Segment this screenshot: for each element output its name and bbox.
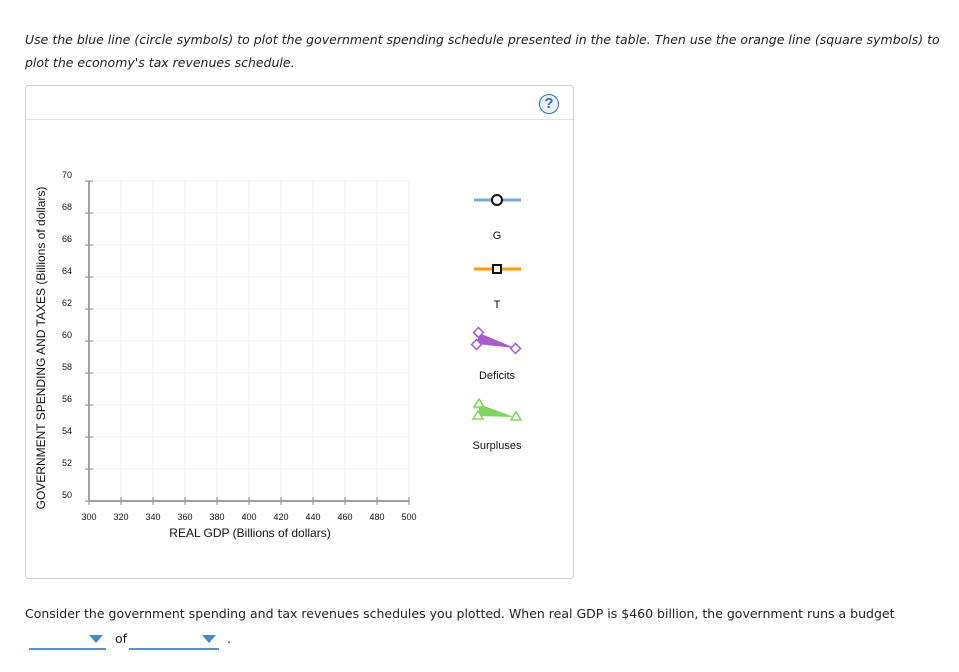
- question-text: Consider the government spending and tax…: [25, 606, 895, 621]
- diamond-marker-icon: [509, 342, 522, 355]
- panel-header: ?: [26, 86, 573, 120]
- legend-g-tool[interactable]: [474, 194, 521, 206]
- svg-text:500: 500: [401, 512, 416, 522]
- svg-text:400: 400: [241, 512, 256, 522]
- svg-text:54: 54: [62, 426, 72, 436]
- budget-type-dropdown[interactable]: [29, 631, 106, 650]
- svg-text:58: 58: [62, 362, 72, 372]
- x-axis-label: REAL GDP (Billions of dollars): [169, 526, 330, 540]
- chart-axes: [85, 180, 410, 505]
- svg-text:68: 68: [62, 202, 72, 212]
- svg-text:56: 56: [62, 394, 72, 404]
- of-label: of: [115, 631, 128, 646]
- chart[interactable]: 300 320 340 360 380 400 420 440 460 480 500 50 52 54…: [26, 86, 573, 578]
- chevron-down-icon: [202, 635, 216, 643]
- square-marker-icon: [492, 264, 502, 274]
- instructions: Use the blue line (circle symbols) to pl…: [25, 32, 940, 70]
- svg-text:64: 64: [62, 266, 72, 276]
- svg-text:50: 50: [62, 490, 72, 500]
- svg-text:320: 320: [113, 512, 128, 522]
- diamond-marker-icon: [470, 338, 483, 351]
- legend-label-g: G: [493, 230, 502, 242]
- legend-label-deficits: Deficits: [479, 370, 516, 382]
- diamond-marker-icon: [472, 326, 485, 339]
- legend-label-t: T: [494, 299, 501, 311]
- y-tick-labels: 50 52 54 56 58 60 62 64 66 68 70: [62, 170, 72, 500]
- svg-text:440: 440: [305, 512, 320, 522]
- triangle-marker-icon: [471, 409, 485, 420]
- legend-t-tool[interactable]: [474, 264, 521, 274]
- svg-text:340: 340: [145, 512, 160, 522]
- triangle-marker-icon: [509, 410, 523, 421]
- svg-text:380: 380: [209, 512, 224, 522]
- svg-text:66: 66: [62, 234, 72, 244]
- svg-text:70: 70: [62, 170, 72, 180]
- svg-text:460: 460: [337, 512, 352, 522]
- legend-label-surpluses: Surpluses: [473, 440, 522, 452]
- x-tick-labels: 300 320 340 360 380 400 420 440 460 480 500: [81, 512, 416, 522]
- svg-text:300: 300: [81, 512, 96, 522]
- svg-text:420: 420: [273, 512, 288, 522]
- triangle-marker-icon: [472, 397, 486, 408]
- chevron-down-icon: [89, 635, 103, 643]
- y-axis-label: GOVERNMENT SPENDING AND TAXES (Billions …: [34, 187, 48, 510]
- svg-text:60: 60: [62, 330, 72, 340]
- svg-text:360: 360: [177, 512, 192, 522]
- budget-amount-dropdown[interactable]: [129, 631, 219, 650]
- svg-text:480: 480: [369, 512, 384, 522]
- legend-deficits-tool[interactable]: [470, 326, 522, 355]
- svg-text:62: 62: [62, 298, 72, 308]
- help-button[interactable]: ?: [539, 94, 559, 114]
- svg-text:52: 52: [62, 458, 72, 468]
- period: .: [227, 631, 231, 646]
- legend-surpluses-tool[interactable]: [471, 397, 523, 421]
- circle-marker-icon: [491, 194, 503, 206]
- chart-grid: [88, 180, 410, 502]
- graph-panel: ? 300 320 340 360 380 400 420 440 460 480 500 50 52…: [25, 85, 574, 579]
